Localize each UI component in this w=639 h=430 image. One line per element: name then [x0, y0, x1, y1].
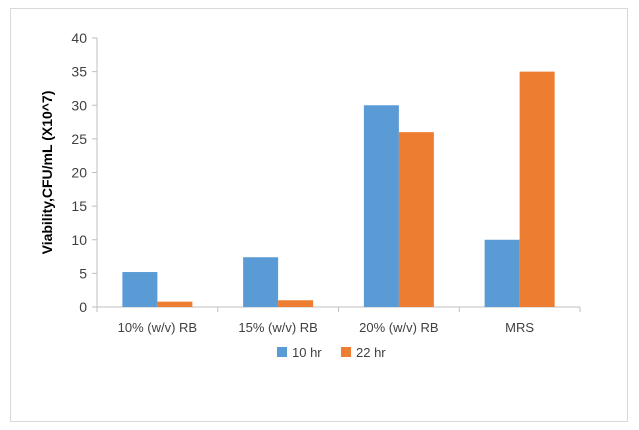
bar-22-hr-1 [278, 300, 314, 307]
legend-label: 10 hr [292, 345, 322, 360]
chart-legend: 10 hr 22 hr [277, 345, 386, 360]
y-tick-label: 15 [71, 198, 87, 214]
y-tick-label: 30 [71, 97, 87, 113]
x-category-label: MRS [505, 320, 534, 335]
bar-10-hr-0 [122, 272, 158, 307]
legend-swatch [341, 347, 351, 357]
chart-labels: 10% (w/v) RB 15% (w/v) RB 20% (w/v) RB MRS [118, 320, 535, 335]
legend-swatch [277, 347, 287, 357]
y-tick-label: 20 [71, 165, 87, 181]
y-tick-label: 5 [79, 265, 87, 281]
chart-bars [122, 71, 555, 307]
bar-22-hr-2 [398, 132, 434, 307]
y-tick-label: 0 [79, 299, 87, 315]
y-tick-label: 35 [71, 64, 87, 80]
y-tick-label: 10 [71, 232, 87, 248]
y-tick-label: 25 [71, 131, 87, 147]
legend-label: 22 hr [356, 345, 386, 360]
y-tick-label: 40 [71, 30, 87, 46]
x-category-label: 20% (w/v) RB [359, 320, 438, 335]
x-category-label: 15% (w/v) RB [238, 320, 317, 335]
y-axis-title: Viability,CFU/mL (X10^7) [39, 91, 55, 255]
bar-10-hr-1 [243, 257, 279, 307]
x-category-label: 10% (w/v) RB [118, 320, 197, 335]
bar-22-hr-0 [157, 301, 193, 307]
bar-22-hr-3 [519, 71, 555, 307]
bar-10-hr-3 [484, 239, 520, 307]
bar-10-hr-2 [363, 105, 399, 307]
